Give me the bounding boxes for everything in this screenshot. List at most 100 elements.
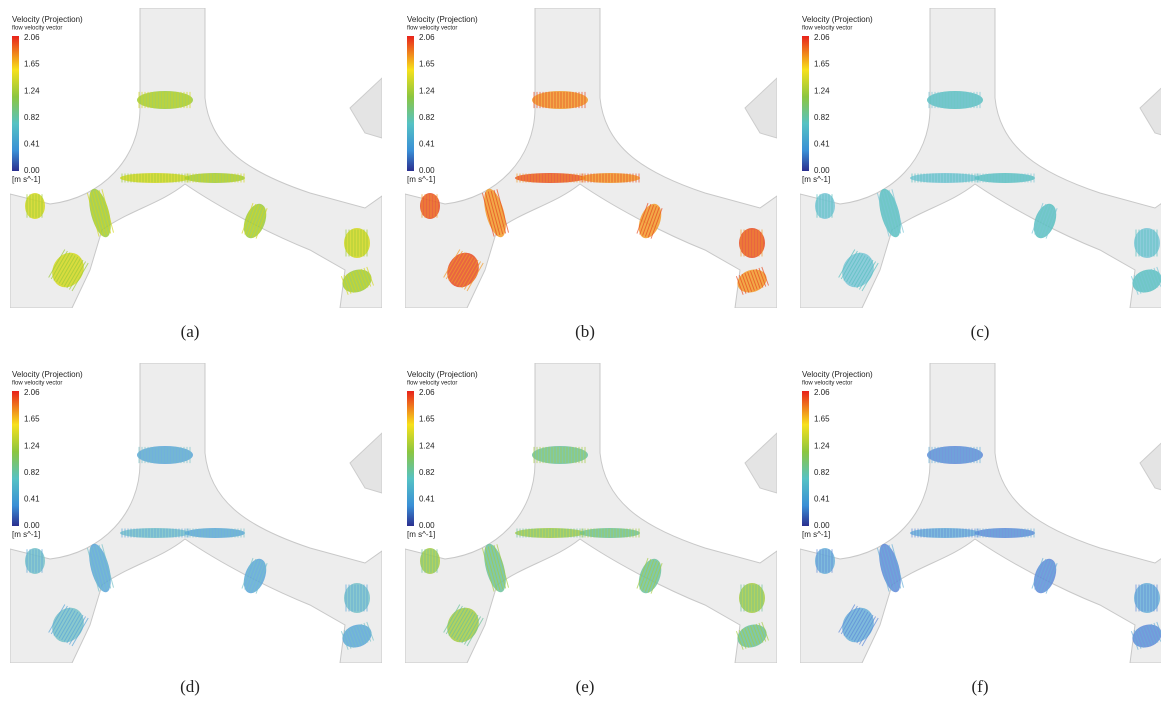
velocity-patch (515, 173, 585, 183)
colorbar (12, 391, 19, 526)
velocity-patch (420, 548, 440, 574)
panel-image: Velocity (Projection) flow velocity vecto… (800, 8, 1161, 308)
colorbar-tick-label: 0.82 (24, 113, 40, 122)
colorbar-tick-label: 0.82 (814, 113, 830, 122)
colorbar (802, 391, 809, 526)
velocity-patch (120, 173, 190, 183)
panel-image: Velocity (Projection) flow velocity vecto… (405, 363, 777, 663)
velocity-patch (120, 528, 190, 538)
patch-fill (580, 173, 640, 183)
colorbar-unit: [m s^-1] (407, 175, 435, 184)
patch-fill (739, 583, 765, 613)
colorbar-tick-label: 1.24 (814, 441, 830, 450)
colorbar-tick-label: 0.00 (814, 521, 830, 530)
velocity-patch (910, 173, 980, 183)
velocity-patch (137, 446, 193, 464)
colorbar-tick-label: 0.41 (814, 140, 830, 149)
velocity-patch (25, 193, 45, 219)
side-vessel (1140, 78, 1161, 138)
colorbar-unit: [m s^-1] (12, 530, 40, 539)
colorbar-tick-label: 1.24 (24, 441, 40, 450)
colorbar-tick-label: 1.65 (814, 60, 830, 69)
colorbar (407, 36, 414, 171)
patch-fill (1134, 228, 1160, 258)
colorbar-tick-label: 0.41 (24, 140, 40, 149)
side-vessel (745, 433, 777, 493)
legend-subtitle: flow velocity vector (12, 26, 62, 32)
velocity-patch (975, 528, 1035, 538)
panel-caption: (d) (160, 677, 220, 697)
colorbar-tick-label: 1.24 (419, 441, 435, 450)
patch-fill (580, 528, 640, 538)
side-vessel (350, 78, 382, 138)
side-vessel (1140, 433, 1161, 493)
figure: Velocity (Projection) flow velocity vecto… (0, 0, 1161, 709)
velocity-patch (344, 228, 370, 258)
velocity-patch (185, 528, 245, 538)
patch-fill (1134, 583, 1160, 613)
colorbar-tick-label: 0.00 (24, 166, 40, 175)
colorbar-tick-label: 0.41 (419, 495, 435, 504)
patch-fill (739, 228, 765, 258)
panel-caption: (c) (950, 322, 1010, 342)
colorbar-tick-label: 0.41 (814, 495, 830, 504)
colorbar-tick-label: 1.24 (419, 86, 435, 95)
colorbar-tick-label: 1.24 (814, 86, 830, 95)
panel-caption: (f) (950, 677, 1010, 697)
colorbar-tick-label: 1.65 (419, 60, 435, 69)
colorbar-unit: [m s^-1] (802, 530, 830, 539)
legend-title: Velocity (Projection) (802, 15, 873, 24)
panel-image: Velocity (Projection) flow velocity vecto… (10, 8, 382, 308)
panel-caption: (a) (160, 322, 220, 342)
colorbar-tick-label: 2.06 (24, 388, 40, 397)
velocity-patch (1134, 228, 1160, 258)
velocity-patch (344, 583, 370, 613)
colorbar-tick-label: 0.82 (24, 468, 40, 477)
velocity-patch (580, 173, 640, 183)
velocity-patch (532, 91, 588, 109)
colorbar-unit: [m s^-1] (407, 530, 435, 539)
velocity-patch (815, 548, 835, 574)
velocity-patch (739, 583, 765, 613)
patch-fill (344, 228, 370, 258)
colorbar-tick-label: 2.06 (419, 388, 435, 397)
colorbar (802, 36, 809, 171)
colorbar-tick-label: 0.00 (419, 166, 435, 175)
panel-image: Velocity (Projection)flow velocity vecto… (800, 363, 1161, 663)
velocity-patch (137, 91, 193, 109)
colorbar-tick-label: 1.65 (24, 60, 40, 69)
colorbar-unit: [m s^-1] (12, 175, 40, 184)
colorbar-tick-label: 0.82 (814, 468, 830, 477)
colorbar-tick-label: 0.00 (419, 521, 435, 530)
velocity-patch (515, 528, 585, 538)
legend-subtitle: flow velocity vector (802, 26, 852, 32)
legend-title: Velocity (Projection) (12, 15, 83, 24)
velocity-patch (420, 193, 440, 219)
velocity-patch (927, 446, 983, 464)
panel-caption: (e) (555, 677, 615, 697)
colorbar-tick-label: 2.06 (814, 33, 830, 42)
legend-title: Velocity (Projection) (407, 370, 478, 379)
panel-caption: (b) (555, 322, 615, 342)
velocity-patch (927, 91, 983, 109)
colorbar-unit: [m s^-1] (802, 175, 830, 184)
colorbar-tick-label: 1.65 (24, 415, 40, 424)
legend-title: Velocity (Projection) (802, 370, 873, 379)
colorbar-tick-label: 2.06 (24, 33, 40, 42)
legend-subtitle: flow velocity vector (407, 381, 457, 387)
legend-title: Velocity (Projection) (12, 370, 83, 379)
side-vessel (745, 78, 777, 138)
velocity-patch (25, 548, 45, 574)
legend-subtitle: flow velocity vector (12, 381, 62, 387)
velocity-patch (975, 173, 1035, 183)
velocity-patch (532, 446, 588, 464)
patch-fill (344, 583, 370, 613)
velocity-patch (910, 528, 980, 538)
colorbar-tick-label: 0.41 (419, 140, 435, 149)
patch-fill (975, 528, 1035, 538)
panel-image: Velocity (Projection)flow velocity vecto… (405, 8, 777, 308)
side-vessel (350, 433, 382, 493)
legend-title: Velocity (Projection) (407, 15, 478, 24)
velocity-patch (815, 193, 835, 219)
colorbar (407, 391, 414, 526)
